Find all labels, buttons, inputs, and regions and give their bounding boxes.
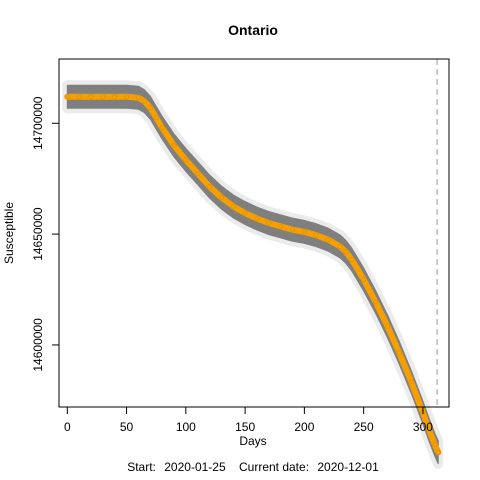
data-point xyxy=(343,249,349,255)
x-tick-label: 300 xyxy=(413,420,433,434)
data-point xyxy=(230,203,236,209)
data-point xyxy=(408,378,414,384)
footer-dates: Start: 2020-01-25 Current date: 2020-12-… xyxy=(127,460,379,474)
x-tick-label: 0 xyxy=(64,420,71,434)
data-point xyxy=(112,94,118,100)
data-point xyxy=(349,257,355,263)
data-point xyxy=(88,94,94,100)
data-point xyxy=(435,449,441,455)
data-point xyxy=(207,184,213,190)
start-date: 2020-01-25 xyxy=(164,460,226,474)
chart-title: Ontario xyxy=(228,22,278,38)
x-tick-label: 200 xyxy=(294,420,314,434)
data-point xyxy=(147,105,153,111)
x-tick-label: 50 xyxy=(120,420,134,434)
median-line xyxy=(64,93,442,456)
x-tick-label: 100 xyxy=(176,420,196,434)
y-tick-label: 14650000 xyxy=(31,207,45,261)
data-point xyxy=(76,94,82,100)
data-point xyxy=(372,299,378,305)
y-tick-label: 14600000 xyxy=(31,318,45,372)
y-axis-label: Susceptible xyxy=(2,202,16,264)
data-point xyxy=(266,220,272,226)
data-point xyxy=(171,142,177,148)
x-tick-label: 250 xyxy=(354,420,374,434)
data-point xyxy=(124,94,130,100)
data-point xyxy=(64,94,70,100)
data-point xyxy=(141,98,147,104)
data-point xyxy=(135,95,141,101)
data-point xyxy=(289,227,295,233)
data-point xyxy=(218,195,224,201)
data-point xyxy=(313,232,319,238)
x-axis-label: Days xyxy=(239,434,266,448)
data-point xyxy=(183,157,189,163)
data-point xyxy=(254,216,260,222)
y-tick-label: 14700000 xyxy=(31,96,45,150)
y-axis: 14600000 14650000 14700000 xyxy=(31,96,60,372)
data-point xyxy=(242,210,248,216)
data-point xyxy=(159,125,165,131)
current-date: 2020-12-01 xyxy=(317,460,379,474)
data-point xyxy=(337,243,343,249)
data-point xyxy=(432,442,438,448)
data-point xyxy=(100,94,106,100)
x-axis: 0 50 100 150 200 250 300 xyxy=(64,406,433,434)
data-point xyxy=(384,323,390,329)
data-point xyxy=(325,237,331,243)
data-point xyxy=(361,276,367,282)
x-tick-label: 150 xyxy=(235,420,255,434)
current-date-label: Current date: xyxy=(239,460,309,474)
data-point xyxy=(396,350,402,356)
data-point xyxy=(278,223,284,229)
data-point xyxy=(153,115,159,121)
data-point xyxy=(301,229,307,235)
start-label: Start: xyxy=(127,460,156,474)
median-series xyxy=(64,93,442,456)
plot-area xyxy=(58,58,450,469)
data-point xyxy=(426,426,432,432)
data-point xyxy=(195,170,201,176)
